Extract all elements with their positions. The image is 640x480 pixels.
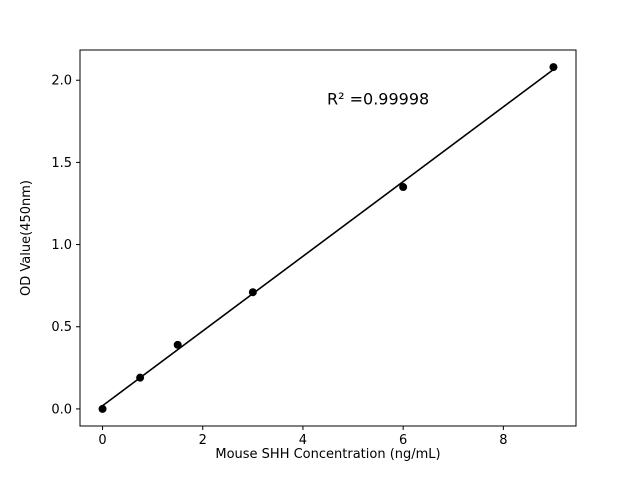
y-tick-label: 0.5	[51, 320, 72, 335]
data-point	[98, 404, 107, 413]
data-point	[173, 340, 182, 349]
data-point	[136, 373, 145, 382]
data-point	[248, 288, 257, 297]
axes-frame	[79, 49, 577, 427]
y-tick-label: 1.0	[51, 238, 72, 253]
x-tick-label: 0	[98, 433, 106, 448]
y-tick-label: 0.0	[51, 402, 72, 417]
y-tick-label: 1.5	[51, 156, 72, 171]
x-tick-label: 2	[199, 433, 207, 448]
r-squared-annotation: R² =0.99998	[327, 89, 429, 108]
data-point	[549, 63, 558, 72]
fit-line	[102, 68, 554, 407]
x-tick-label: 4	[299, 433, 307, 448]
x-axis-label: Mouse SHH Concentration (ng/mL)	[215, 447, 440, 462]
x-tick-label: 8	[499, 433, 507, 448]
y-axis-label: OD Value(450nm)	[19, 180, 34, 296]
plot-area: 0 2 4 6 8 0.0 0.5 1.0 1.5 2.0	[51, 49, 577, 448]
data-point	[399, 183, 408, 192]
x-tick-label: 6	[399, 433, 407, 448]
y-tick-label: 2.0	[51, 74, 72, 89]
